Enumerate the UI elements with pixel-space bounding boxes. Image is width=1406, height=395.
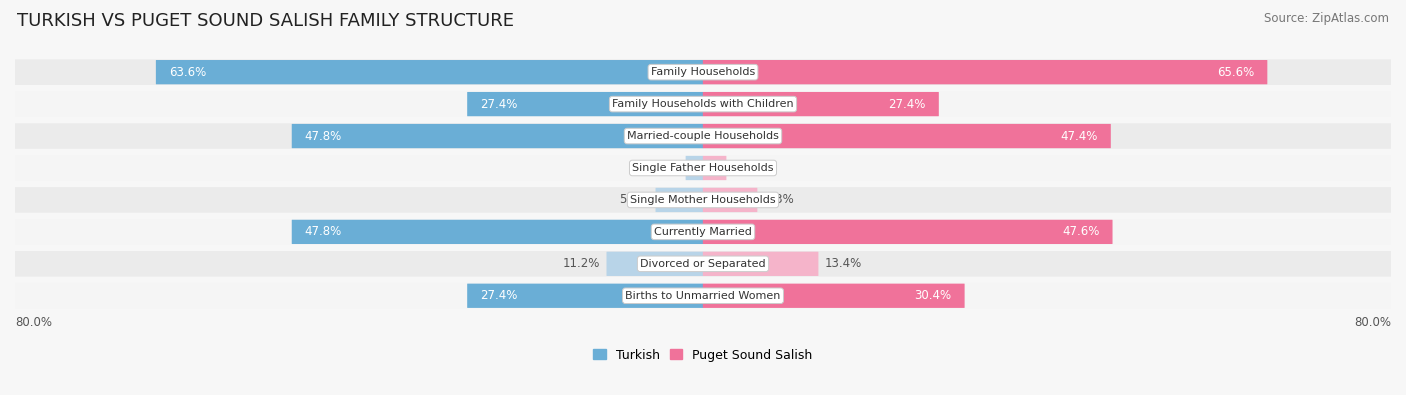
FancyBboxPatch shape (14, 219, 1392, 245)
Text: 47.4%: 47.4% (1060, 130, 1098, 143)
Text: 47.8%: 47.8% (305, 130, 342, 143)
FancyBboxPatch shape (703, 124, 1111, 148)
FancyBboxPatch shape (703, 60, 1267, 84)
Text: 27.4%: 27.4% (481, 98, 517, 111)
Text: 65.6%: 65.6% (1218, 66, 1254, 79)
Text: 80.0%: 80.0% (15, 316, 52, 329)
Text: 27.4%: 27.4% (481, 289, 517, 302)
FancyBboxPatch shape (14, 187, 1392, 213)
FancyBboxPatch shape (467, 284, 703, 308)
FancyBboxPatch shape (156, 60, 703, 84)
FancyBboxPatch shape (14, 91, 1392, 117)
Text: Married-couple Households: Married-couple Households (627, 131, 779, 141)
FancyBboxPatch shape (655, 188, 703, 212)
FancyBboxPatch shape (14, 251, 1392, 276)
Text: 47.6%: 47.6% (1062, 226, 1099, 238)
FancyBboxPatch shape (292, 220, 703, 244)
Text: 6.3%: 6.3% (763, 194, 794, 207)
FancyBboxPatch shape (14, 59, 1392, 85)
Text: Family Households: Family Households (651, 67, 755, 77)
Text: Divorced or Separated: Divorced or Separated (640, 259, 766, 269)
FancyBboxPatch shape (14, 155, 1392, 181)
Text: Family Households with Children: Family Households with Children (612, 99, 794, 109)
Text: 63.6%: 63.6% (169, 66, 207, 79)
Text: 80.0%: 80.0% (1354, 316, 1391, 329)
Text: Source: ZipAtlas.com: Source: ZipAtlas.com (1264, 12, 1389, 25)
Legend: Turkish, Puget Sound Salish: Turkish, Puget Sound Salish (593, 349, 813, 361)
Text: Single Mother Households: Single Mother Households (630, 195, 776, 205)
Text: 30.4%: 30.4% (914, 289, 952, 302)
FancyBboxPatch shape (14, 123, 1392, 149)
FancyBboxPatch shape (703, 188, 758, 212)
FancyBboxPatch shape (686, 156, 703, 180)
Text: 5.5%: 5.5% (619, 194, 648, 207)
Text: 2.0%: 2.0% (650, 162, 679, 175)
Text: 27.4%: 27.4% (889, 98, 925, 111)
FancyBboxPatch shape (703, 92, 939, 116)
Text: Currently Married: Currently Married (654, 227, 752, 237)
FancyBboxPatch shape (14, 283, 1392, 308)
FancyBboxPatch shape (703, 156, 727, 180)
Text: 2.7%: 2.7% (733, 162, 763, 175)
Text: 47.8%: 47.8% (305, 226, 342, 238)
FancyBboxPatch shape (703, 252, 818, 276)
FancyBboxPatch shape (467, 92, 703, 116)
FancyBboxPatch shape (703, 220, 1112, 244)
Text: Births to Unmarried Women: Births to Unmarried Women (626, 291, 780, 301)
Text: 13.4%: 13.4% (825, 257, 862, 270)
FancyBboxPatch shape (292, 124, 703, 148)
FancyBboxPatch shape (703, 284, 965, 308)
FancyBboxPatch shape (606, 252, 703, 276)
Text: TURKISH VS PUGET SOUND SALISH FAMILY STRUCTURE: TURKISH VS PUGET SOUND SALISH FAMILY STR… (17, 12, 513, 30)
Text: Single Father Households: Single Father Households (633, 163, 773, 173)
Text: 11.2%: 11.2% (562, 257, 600, 270)
